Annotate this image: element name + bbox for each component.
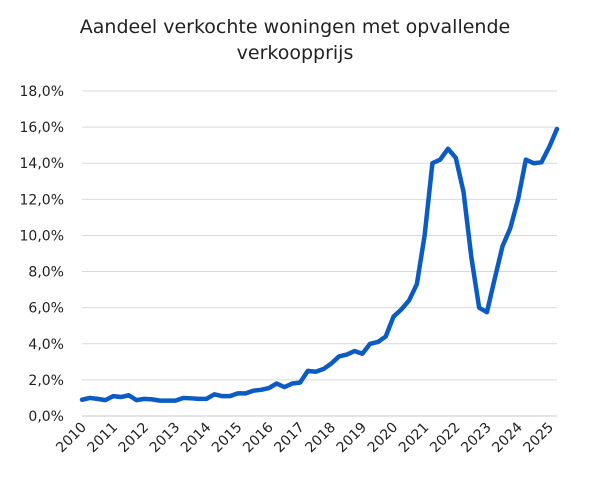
x-tick-label: 2013 xyxy=(147,420,184,457)
x-tick-label: 2015 xyxy=(209,420,246,457)
y-tick-label: 10,0% xyxy=(20,228,64,244)
y-tick-label: 18,0% xyxy=(20,84,64,100)
y-tick-label: 6,0% xyxy=(28,301,64,317)
series-layer xyxy=(79,126,560,403)
x-axis-tick-labels: 2010201120122013201420152016201720182019… xyxy=(53,419,557,456)
y-tick-label: 14,0% xyxy=(20,156,64,172)
chart-title: Aandeel verkochte woningen met opvallend… xyxy=(0,14,590,66)
x-tick-label: 2021 xyxy=(396,420,433,457)
x-tick-label: 2012 xyxy=(116,420,153,457)
x-tick-label: 2017 xyxy=(271,420,308,457)
chart-title-line-2: verkoopprijs xyxy=(236,42,354,64)
x-tick-label: 2014 xyxy=(178,419,215,456)
y-tick-label: 0,0% xyxy=(28,409,64,425)
y-tick-label: 8,0% xyxy=(28,265,64,281)
y-tick-label: 16,0% xyxy=(20,120,64,136)
x-tick-label: 2019 xyxy=(334,420,371,457)
x-tick-label: 2011 xyxy=(84,420,121,457)
gridlines xyxy=(82,90,557,417)
x-tick-label: 2024 xyxy=(489,419,526,456)
y-tick-label: 2,0% xyxy=(28,373,64,389)
y-tick-label: 4,0% xyxy=(28,337,64,353)
series-line-0 xyxy=(79,126,560,403)
chart-title-line-1: Aandeel verkochte woningen met opvallend… xyxy=(79,16,511,38)
x-tick-label: 2025 xyxy=(521,420,558,457)
x-tick-label: 2023 xyxy=(458,420,495,457)
y-tick-label: 12,0% xyxy=(20,192,64,208)
x-tick-label: 2022 xyxy=(427,420,464,457)
y-axis-tick-labels: 0,0% 2,0% 4,0% 6,0% 8,0% 10,0% 12,0% 14,0% 16,0%… xyxy=(20,84,64,425)
x-tick-label: 2016 xyxy=(240,419,277,456)
x-tick-label: 2018 xyxy=(302,420,339,457)
x-tick-label: 2020 xyxy=(365,420,402,457)
